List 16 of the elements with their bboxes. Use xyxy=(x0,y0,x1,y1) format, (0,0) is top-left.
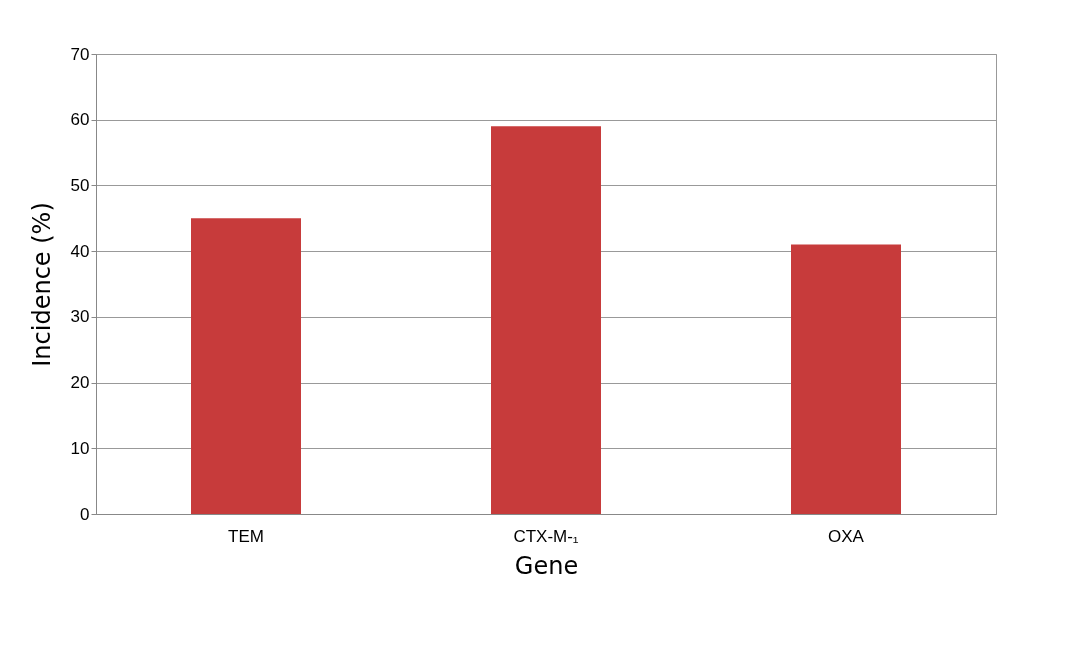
x-axis-title: Gene xyxy=(514,551,579,580)
bar xyxy=(491,126,601,514)
y-tick-label: 60 xyxy=(70,110,90,130)
y-tick-label: 20 xyxy=(70,373,90,393)
y-tick-label: 50 xyxy=(70,175,90,195)
y-tick-label: 40 xyxy=(70,241,90,261)
y-tick-label: 0 xyxy=(80,504,90,524)
bar xyxy=(191,218,301,514)
x-tick-label: CTX-M-₁ xyxy=(513,526,579,546)
bar xyxy=(791,244,901,514)
x-tick-label: TEM xyxy=(228,526,264,546)
y-axis-title: Incidence (%) xyxy=(27,202,56,367)
x-tick-label: OXA xyxy=(828,526,865,546)
y-tick-label: 30 xyxy=(70,307,90,327)
y-tick-label: 70 xyxy=(70,44,90,64)
y-tick-label: 10 xyxy=(70,438,90,458)
